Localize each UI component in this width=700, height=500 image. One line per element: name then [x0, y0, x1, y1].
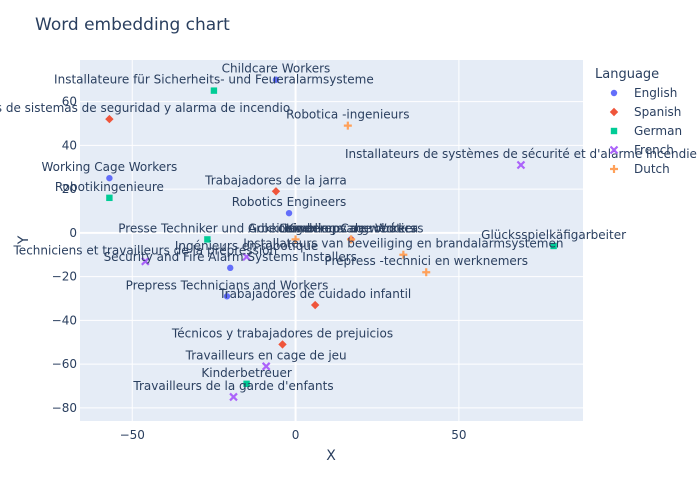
point-english[interactable] — [227, 264, 234, 272]
point-label: Técnicos y trabajadores de prejuicios — [171, 326, 393, 340]
x-tick-label: 50 — [451, 428, 466, 442]
point-label: Robotikingenieure — [55, 180, 164, 194]
point-spanish[interactable] — [271, 187, 281, 196]
point-label: Robotics Engineers — [232, 195, 347, 209]
x-tick-label: −50 — [120, 428, 145, 442]
point-spanish[interactable] — [278, 340, 287, 349]
legend-item-french[interactable]: French — [609, 143, 674, 157]
y-axis-title: Y — [16, 235, 32, 245]
legend-item-english[interactable]: English — [610, 86, 678, 100]
point-spanish[interactable] — [310, 300, 320, 310]
legend-label: Dutch — [634, 162, 670, 176]
point-label: Instaladores de sistemas de seguridad y … — [0, 101, 290, 115]
x-axis-title: X — [326, 448, 336, 464]
point-french[interactable] — [229, 392, 238, 402]
point-label: Kinderbetreuer — [201, 366, 291, 380]
legend-title: Language — [595, 67, 659, 82]
plot-background — [80, 60, 583, 421]
y-tick-label: −40 — [52, 313, 77, 327]
point-label: Trabajadores de cuidado infantil — [218, 287, 411, 301]
legend-label: English — [634, 86, 677, 100]
point-label: Ingénieurs en robotique — [175, 239, 319, 253]
point-dutch[interactable] — [347, 235, 356, 244]
point-label: Prepress -technici en werknemers — [324, 254, 528, 268]
legend[interactable]: Language English Spanish German French Dutch — [595, 67, 682, 176]
legend-marker-german[interactable] — [610, 127, 618, 135]
point-french[interactable] — [242, 252, 251, 262]
x-axis-ticks: −50 0 50 — [120, 428, 467, 442]
x-tick-label: 0 — [292, 428, 300, 442]
point-french[interactable] — [516, 160, 526, 170]
y-tick-label: −20 — [52, 270, 77, 284]
point-spanish[interactable] — [105, 114, 114, 124]
point-label: Gokkooiwerkers — [248, 221, 343, 235]
point-label: Ingenieros de robótica — [284, 221, 418, 235]
point-french[interactable] — [261, 362, 271, 371]
y-tick-label: 60 — [62, 95, 77, 109]
point-label: Presse Techniker und Arbeiter — [118, 221, 296, 235]
point-label: Techniciens et travailleurs de la prépre… — [13, 243, 278, 257]
legend-marker-english[interactable] — [610, 89, 618, 97]
point-label: Kinderopvangwerkers — [286, 221, 416, 235]
chart-title: Word embedding chart — [35, 15, 230, 35]
point-label: Glücksspielkäfigarbeiter — [481, 228, 626, 242]
point-english[interactable] — [223, 293, 231, 300]
point-label: Working Cage Workers — [41, 160, 177, 174]
legend-item-dutch[interactable]: Dutch — [610, 162, 670, 176]
legend-marker-french[interactable] — [609, 145, 619, 155]
point-label: Childcare Workers — [222, 62, 331, 76]
legend-item-german[interactable]: German — [610, 124, 682, 138]
point-label: Travailleurs en cage de jeu — [185, 348, 347, 362]
point-french[interactable] — [141, 257, 150, 266]
point-label: Installateurs de systèmes de sécurité et… — [345, 147, 697, 161]
point-german[interactable] — [106, 194, 113, 202]
point-german[interactable] — [550, 242, 557, 250]
point-label: Installateure für Sicherheits- und Feuer… — [54, 73, 374, 87]
point-dutch[interactable] — [422, 268, 431, 277]
legend-label: French — [634, 143, 674, 157]
legend-label: Spanish — [634, 105, 681, 119]
point-dutch[interactable] — [399, 250, 408, 259]
legend-marker-spanish[interactable] — [609, 107, 619, 117]
point-english[interactable] — [285, 209, 293, 217]
y-tick-label: −80 — [52, 401, 77, 415]
legend-label: German — [634, 124, 682, 138]
y-tick-label: −60 — [52, 357, 77, 371]
y-tick-label: 40 — [62, 138, 77, 152]
point-english[interactable] — [106, 174, 113, 182]
point-dutch[interactable] — [291, 235, 300, 244]
y-tick-label: 20 — [62, 182, 77, 196]
point-german[interactable] — [243, 380, 250, 388]
point-label: Gambling Cage Workers — [279, 221, 424, 235]
legend-marker-dutch[interactable] — [610, 165, 618, 173]
point-label: Prepress Technicians and Workers — [126, 278, 329, 292]
point-label: Security and Fire Alarm Systems Installe… — [104, 250, 357, 264]
point-label: Robotica -ingenieurs — [286, 108, 409, 122]
point-label: Trabajadores de la jarra — [204, 173, 347, 187]
point-label: Installateurs van beveiliging en brandal… — [243, 237, 563, 251]
point-labels: Childcare Workers Working Cage Workers Rob… — [0, 62, 697, 393]
point-english[interactable] — [272, 76, 280, 83]
legend-item-spanish[interactable]: Spanish — [609, 105, 682, 119]
point-label: Travailleurs de la garde d'enfants — [132, 379, 333, 393]
point-dutch[interactable] — [343, 121, 352, 130]
point-german[interactable] — [204, 236, 211, 243]
data-points — [105, 76, 557, 402]
y-tick-label: 0 — [69, 226, 77, 240]
point-german[interactable] — [210, 87, 218, 94]
y-axis-ticks: −80 −60 −40 −20 0 20 40 60 — [52, 95, 77, 415]
